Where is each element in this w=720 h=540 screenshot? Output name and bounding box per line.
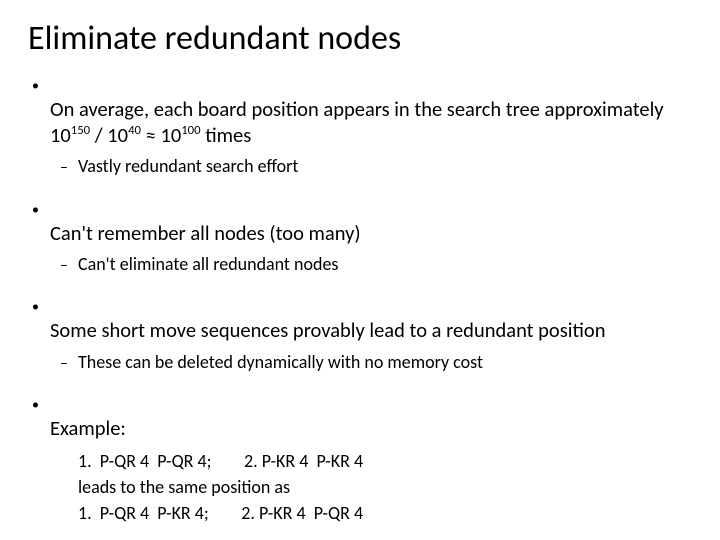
b1-mid1: / 10 (90, 122, 128, 148)
sub-2-text: Can't eliminate all redundant nodes (78, 253, 338, 275)
sub-list-2: Can't eliminate all redundant nodes (50, 252, 690, 276)
slide-title: Eliminate redundant nodes (28, 18, 692, 59)
b1-exp1: 150 (71, 123, 90, 138)
bullet-item-3: Some short move sequences provably lead … (50, 298, 692, 374)
sub-3-text: These can be deleted dynamically with no… (78, 351, 483, 373)
bullet-item-2: Can't remember all nodes (too many) Can'… (50, 201, 692, 277)
b1-mid2: ≈ 10 (141, 122, 181, 148)
bullet-1-text: On average, each board position appears … (50, 96, 664, 148)
bullet-item-1: On average, each board position appears … (50, 77, 692, 179)
bullet-item-4: Example: 1. P-QR 4 P-QR 4; 2. P-KR 4 P-K… (50, 396, 692, 526)
b1-exp2: 40 (128, 123, 141, 138)
sub-list-3: These can be deleted dynamically with no… (50, 350, 690, 374)
sub-1-text: Vastly redundant search effort (78, 155, 298, 177)
sub-item-3: These can be deleted dynamically with no… (78, 350, 690, 374)
example-line-1: 1. P-QR 4 P-QR 4; 2. P-KR 4 P-KR 4 (78, 448, 690, 474)
example-line-3: 1. P-QR 4 P-KR 4; 2. P-KR 4 P-QR 4 (78, 500, 690, 526)
bullet-4-text: Example: (50, 415, 126, 441)
sub-list-1: Vastly redundant search effort (50, 154, 690, 178)
sub-item-2: Can't eliminate all redundant nodes (78, 252, 690, 276)
example-line-2: leads to the same position as (78, 474, 690, 500)
sub-item-1: Vastly redundant search effort (78, 154, 690, 178)
b1-exp3: 100 (181, 123, 200, 138)
b1-after: times (201, 122, 252, 148)
bullet-2-text: Can't remember all nodes (too many) (50, 220, 361, 246)
bullet-3-text: Some short move sequences provably lead … (50, 317, 605, 343)
example-block: 1. P-QR 4 P-QR 4; 2. P-KR 4 P-KR 4 leads… (50, 448, 690, 526)
bullet-list: On average, each board position appears … (28, 77, 692, 526)
